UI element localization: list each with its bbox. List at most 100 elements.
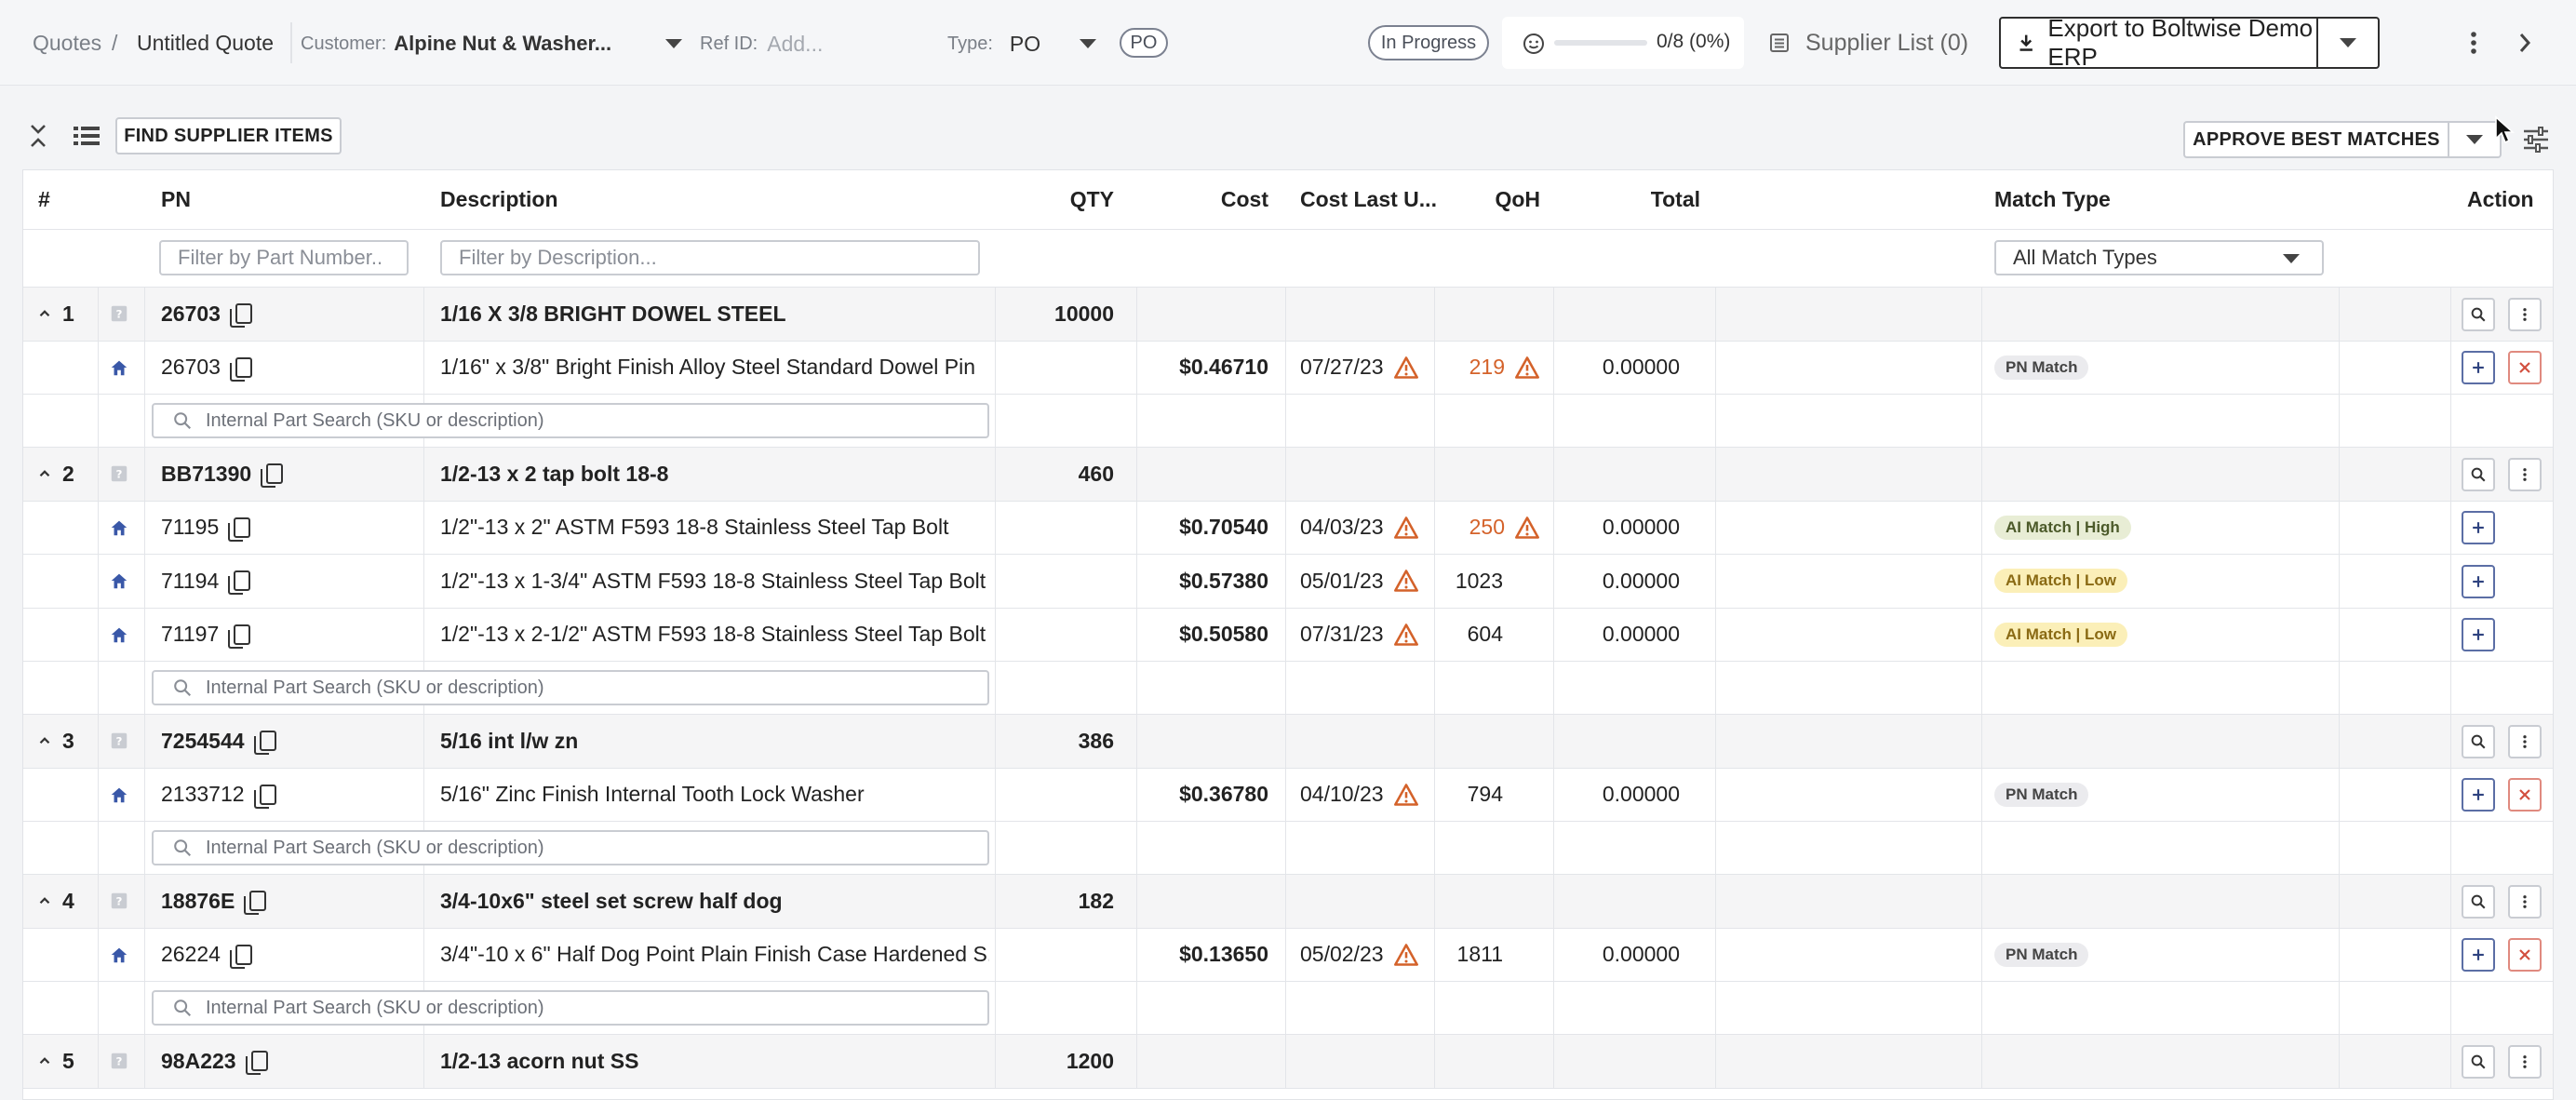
copy-icon[interactable] [228,624,251,649]
group-qty: 1200 [1066,1048,1114,1073]
search-button[interactable] [2462,297,2495,331]
item-cost: $0.46710 [1179,355,1268,380]
note-icon[interactable]: ? [109,731,129,751]
column-divider [2339,768,2340,821]
copy-icon[interactable] [245,1051,268,1076]
copy-icon[interactable] [228,570,251,596]
column-divider [2339,395,2340,447]
more-button[interactable] [2508,297,2542,331]
internal-part-search-input[interactable]: Internal Part Search (SKU or description… [152,830,989,865]
supplier-list-button[interactable]: Supplier List (0) [1755,17,1988,69]
add-button[interactable] [2462,778,2495,812]
internal-part-search-input[interactable]: Internal Part Search (SKU or description… [152,990,989,1026]
more-button[interactable] [2508,884,2542,919]
search-button[interactable] [2462,884,2495,919]
search-icon [2470,733,2487,750]
header-qty[interactable]: QTY [1069,187,1114,211]
header-cost-last-updated[interactable]: Cost Last U... [1300,187,1437,211]
column-divider [995,395,996,447]
ref-input[interactable]: Add... [767,31,824,56]
group-number: 4 [62,888,74,913]
header-description[interactable]: Description [440,187,558,211]
copy-icon[interactable] [229,944,252,969]
header-cost[interactable]: Cost [1220,187,1268,211]
quote-title[interactable]: Untitled Quote [137,31,275,55]
breadcrumb-quotes[interactable]: Quotes [33,31,102,55]
item-row[interactable]: 2133712 5/16" Zinc Finish Internal Tooth … [23,768,2553,822]
internal-part-search-input[interactable]: Internal Part Search (SKU or description… [152,670,989,705]
header-match-type[interactable]: Match Type [1994,187,2111,211]
chevron-up-icon[interactable] [36,1053,53,1069]
note-icon[interactable]: ? [109,1051,129,1071]
note-icon[interactable]: ? [109,463,129,484]
group-number: 3 [62,728,74,753]
column-divider [2339,341,2340,394]
column-divider [144,982,145,1034]
item-cost-date: 07/27/23 [1300,355,1384,380]
pn-filter-input[interactable]: Filter by Part Number.. [159,240,409,275]
ref-id-field[interactable]: Ref ID: Add... [700,28,823,60]
more-vertical-icon[interactable] [2464,30,2483,56]
approve-dropdown-button[interactable] [2448,121,2502,158]
remove-button[interactable] [2508,778,2542,812]
internal-part-search-input[interactable]: Internal Part Search (SKU or description… [152,403,989,438]
type-select[interactable]: Type: PO [947,28,1096,60]
group-qty: 10000 [1054,301,1114,326]
copy-icon[interactable] [253,731,276,756]
column-divider [1715,875,1716,928]
add-button[interactable] [2462,511,2495,545]
item-row[interactable]: 71194 1/2"-13 x 1-3/4" ASTM F593 18-8 Sta… [23,555,2553,609]
search-button[interactable] [2462,1044,2495,1079]
header-qoh[interactable]: QoH [1495,187,1540,211]
remove-button[interactable] [2508,351,2542,385]
copy-icon[interactable] [229,303,252,329]
find-supplier-items-button[interactable]: FIND SUPPLIER ITEMS [115,117,342,154]
note-icon[interactable]: ? [109,303,129,324]
search-button[interactable] [2462,724,2495,758]
group-number-cell[interactable]: 5 [36,1035,96,1088]
chevron-up-icon[interactable] [36,732,53,749]
description-filter-input[interactable]: Filter by Description... [440,240,980,275]
customer-select[interactable]: Customer: Alpine Nut & Washer... [301,28,682,60]
column-divider [1136,555,1137,608]
item-row[interactable]: 26703 1/16" x 3/8" Bright Finish Alloy St… [23,341,2553,395]
list-view-icon[interactable] [73,125,101,147]
copy-icon[interactable] [228,516,251,542]
collapse-all-icon[interactable] [28,123,48,149]
header-total[interactable]: Total [1650,187,1700,211]
chevron-right-icon[interactable] [2516,31,2533,55]
add-button[interactable] [2462,351,2495,385]
copy-icon[interactable] [253,784,276,809]
group-number-cell[interactable]: 4 [36,875,96,928]
group-number-cell[interactable]: 2 [36,448,96,501]
search-button[interactable] [2462,457,2495,491]
copy-icon[interactable] [261,463,284,489]
more-button[interactable] [2508,1044,2542,1079]
approve-best-matches-button[interactable]: APPROVE BEST MATCHES [2183,121,2448,158]
chevron-up-icon[interactable] [36,892,53,909]
group-number-cell[interactable]: 1 [36,288,96,341]
add-button[interactable] [2462,938,2495,973]
chevron-up-icon[interactable] [36,465,53,482]
item-qoh: 794 [1467,782,1503,807]
add-button[interactable] [2462,564,2495,598]
item-row[interactable]: 71195 1/2"-13 x 2" ASTM F593 18-8 Stainle… [23,501,2553,555]
chevron-up-icon[interactable] [36,305,53,322]
match-type-select[interactable]: All Match Types [1994,240,2324,275]
remove-button[interactable] [2508,938,2542,973]
column-divider [1553,662,1554,714]
more-button[interactable] [2508,457,2542,491]
export-button[interactable]: Export to Boltwise Demo ERP [2001,14,2318,71]
tune-icon[interactable] [2522,127,2550,153]
copy-icon[interactable] [244,891,267,916]
group-number-cell[interactable]: 3 [36,715,96,768]
export-dropdown-button[interactable] [2318,19,2378,67]
note-icon[interactable]: ? [109,891,129,911]
item-row[interactable]: 26224 3/4"-10 x 6" Half Dog Point Plain F… [23,928,2553,982]
copy-icon[interactable] [229,356,252,382]
item-row[interactable]: 71197 1/2"-13 x 2-1/2" ASTM F593 18-8 Sta… [23,608,2553,662]
column-divider [995,928,996,981]
header-pn[interactable]: PN [161,187,191,211]
add-button[interactable] [2462,618,2495,652]
more-button[interactable] [2508,724,2542,758]
